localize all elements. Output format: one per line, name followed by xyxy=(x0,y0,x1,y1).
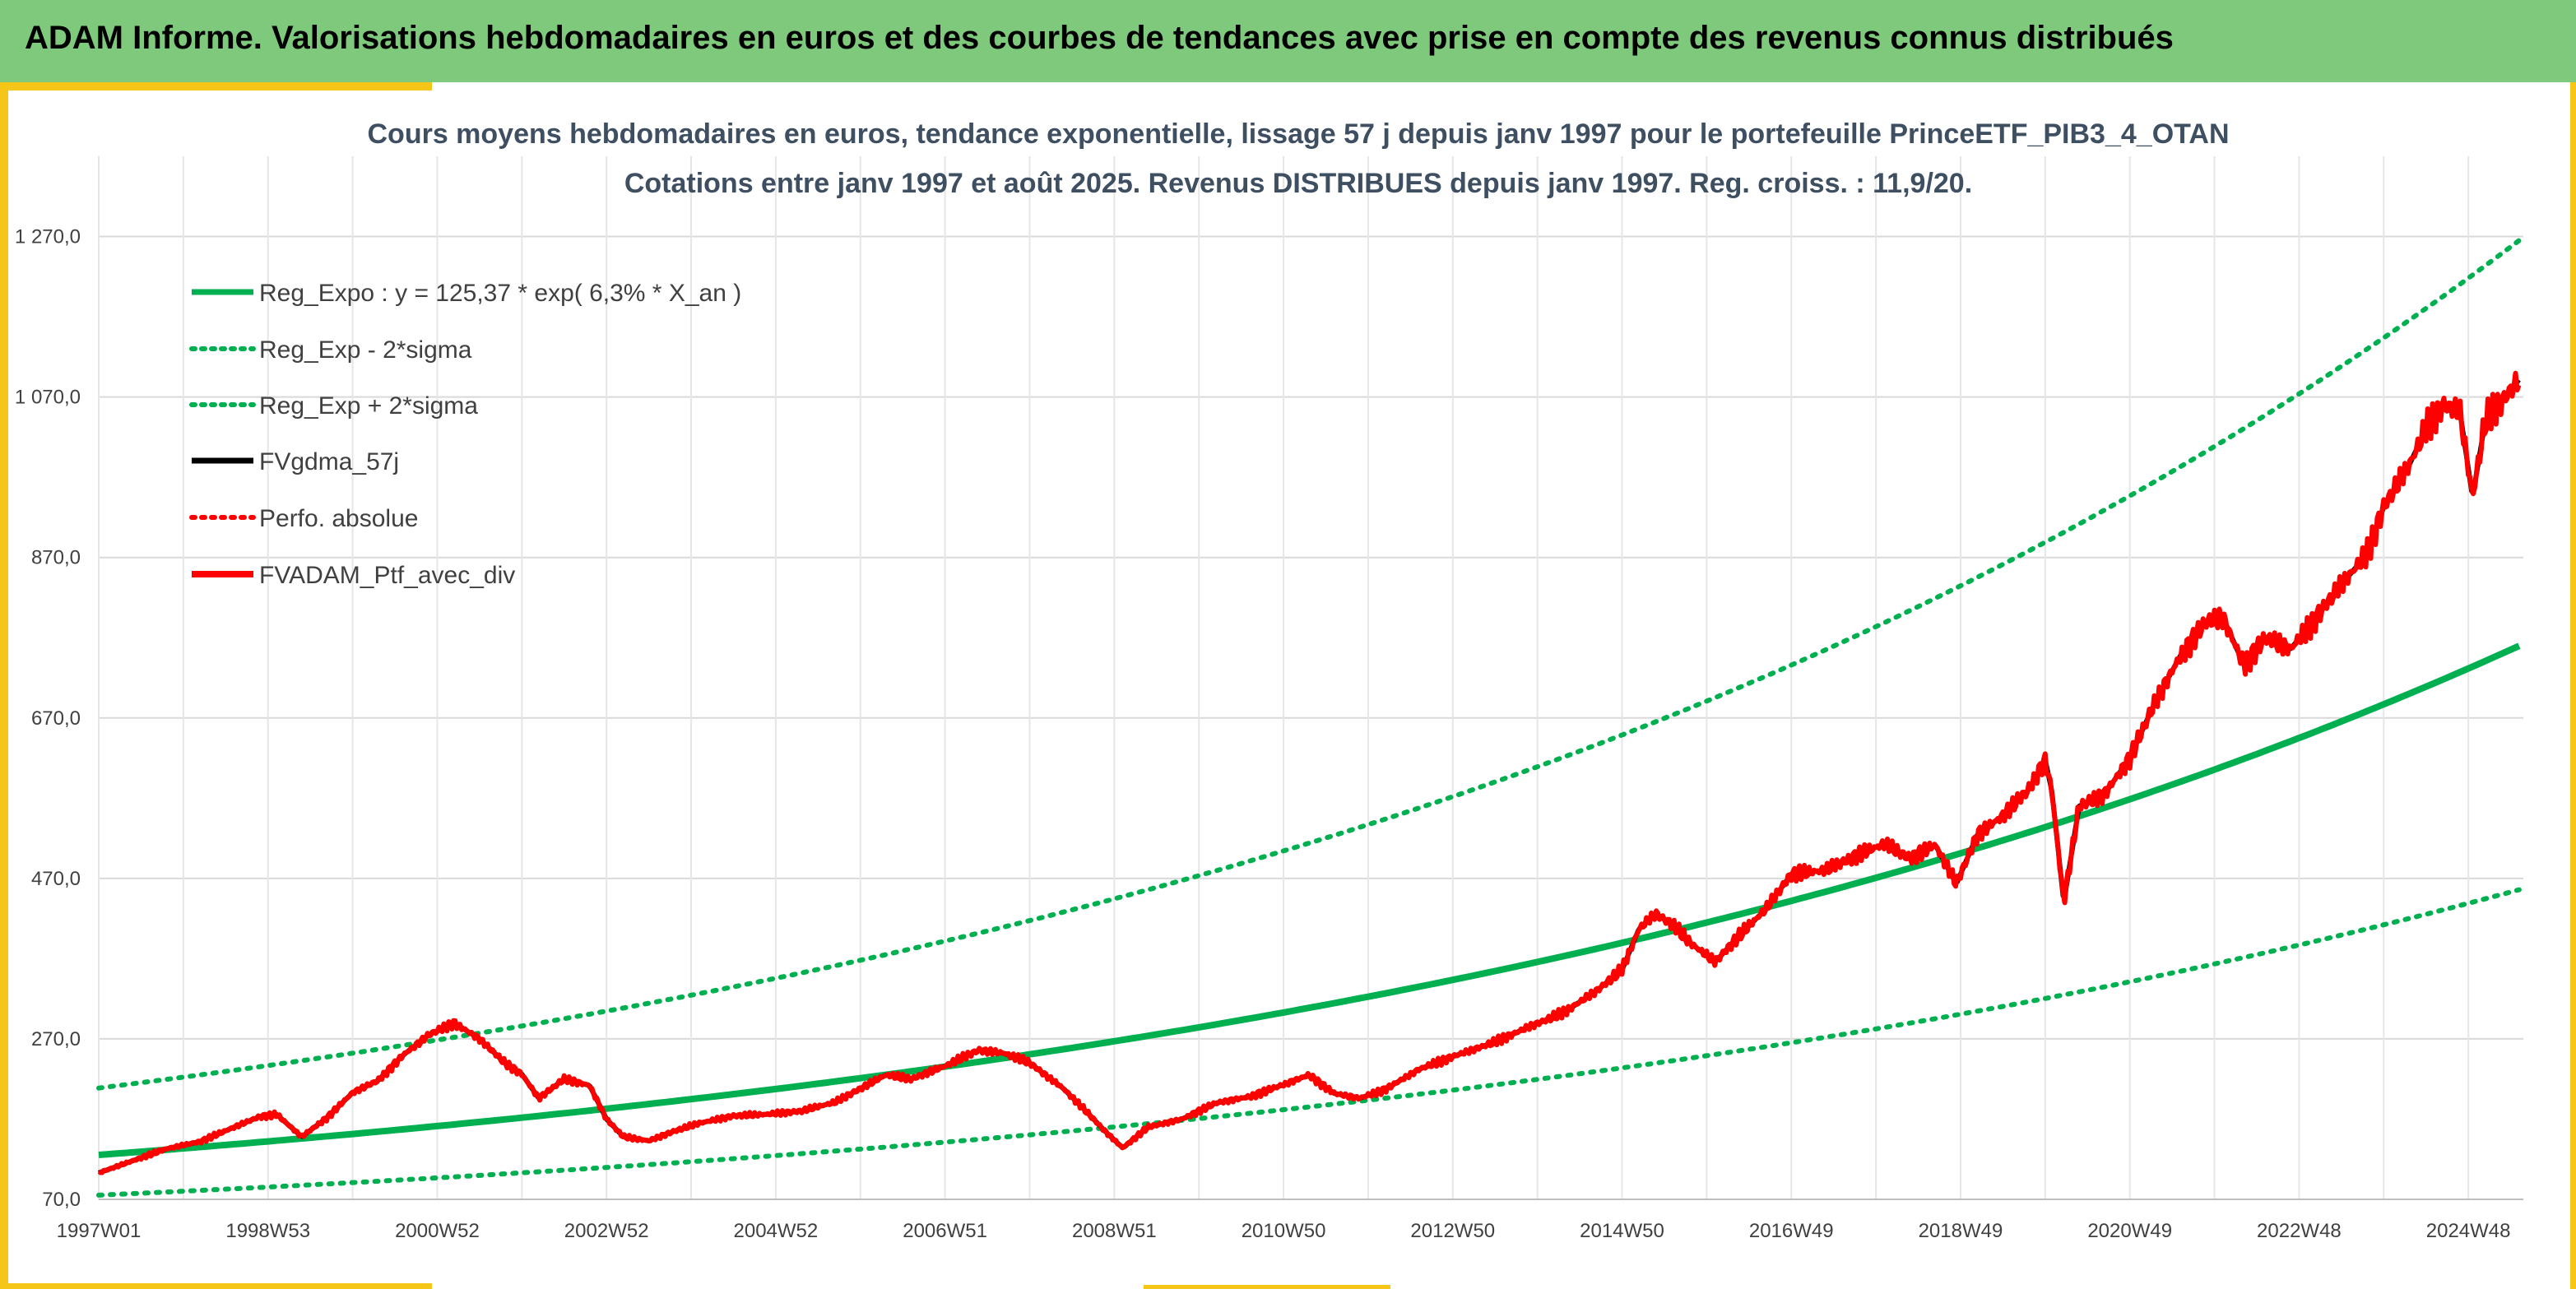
y-tick-label: 270,0 xyxy=(31,1028,81,1050)
legend-label-reg-minus: Reg_Exp - 2*sigma xyxy=(259,336,472,364)
x-tick-label: 2004W52 xyxy=(734,1220,819,1242)
legend-label-reg-plus: Reg_Exp + 2*sigma xyxy=(259,392,478,420)
y-tick-label: 1 070,0 xyxy=(15,387,81,409)
x-tick-label: 2008W51 xyxy=(1072,1220,1157,1242)
legend-label-fvgdma: FVgdma_57j xyxy=(259,448,399,475)
series-reg-expo xyxy=(98,642,2521,1158)
x-tick-label: 2016W49 xyxy=(1749,1220,1834,1242)
series-fvadam-ptf xyxy=(97,370,2522,1175)
series-fvgdma-57j xyxy=(98,378,2521,1175)
frame-bottom-accent xyxy=(1144,1285,1390,1289)
frame-right-border xyxy=(2570,82,2576,1289)
chart-title: Cours moyens hebdomadaires en euros, ten… xyxy=(368,118,2230,150)
y-tick-label: 1 270,0 xyxy=(15,226,81,248)
x-tick-label: 2010W50 xyxy=(1242,1220,1326,1242)
series-reg-plus-2sigma xyxy=(96,238,2522,1091)
chart-subtitle: Cotations entre janv 1997 et août 2025. … xyxy=(624,168,1972,199)
x-tick-label: 2018W49 xyxy=(1919,1220,2003,1242)
series-reg-minus-2sigma xyxy=(96,887,2522,1198)
chart-grid xyxy=(98,156,2523,1200)
x-tick-label: 2020W49 xyxy=(2087,1220,2172,1242)
legend-label-perfo: Perfo. absolue xyxy=(259,505,418,532)
x-tick-label: 2024W48 xyxy=(2426,1220,2511,1242)
frame-bottom-border xyxy=(0,1283,432,1289)
legend-label-reg-expo: Reg_Expo : y = 125,37 * exp( 6,3% * X_an… xyxy=(259,280,741,307)
x-tick-label: 1998W53 xyxy=(225,1220,310,1242)
page-title: ADAM Informe. Valorisations hebdomadaire… xyxy=(25,20,2174,56)
axis-ticks: 70,0 270,0 470,0 670,0 870,0 1 070,0 1 270,0 19… xyxy=(15,226,2523,1242)
legend-label-fvadam: FVADAM_Ptf_avec_div xyxy=(259,562,515,589)
chart-series xyxy=(96,238,2522,1198)
x-tick-label: 1997W01 xyxy=(57,1220,142,1242)
y-tick-label: 670,0 xyxy=(31,707,81,730)
x-tick-label: 2014W50 xyxy=(1580,1220,1664,1242)
y-tick-label: 870,0 xyxy=(31,547,81,569)
x-tick-label: 2002W52 xyxy=(564,1220,649,1242)
legend: Reg_Expo : y = 125,37 * exp( 6,3% * X_an… xyxy=(189,280,741,589)
x-tick-label: 2012W50 xyxy=(1410,1220,1495,1242)
x-tick-label: 2006W51 xyxy=(903,1220,987,1242)
frame-left-border xyxy=(0,82,8,1289)
frame-top-border xyxy=(0,82,432,90)
x-tick-label: 2022W48 xyxy=(2257,1220,2342,1242)
y-tick-label: 470,0 xyxy=(31,868,81,890)
y-tick-label: 70,0 xyxy=(42,1189,81,1211)
x-tick-label: 2000W52 xyxy=(395,1220,480,1242)
header-bar: ADAM Informe. Valorisations hebdomadaire… xyxy=(0,0,2576,82)
